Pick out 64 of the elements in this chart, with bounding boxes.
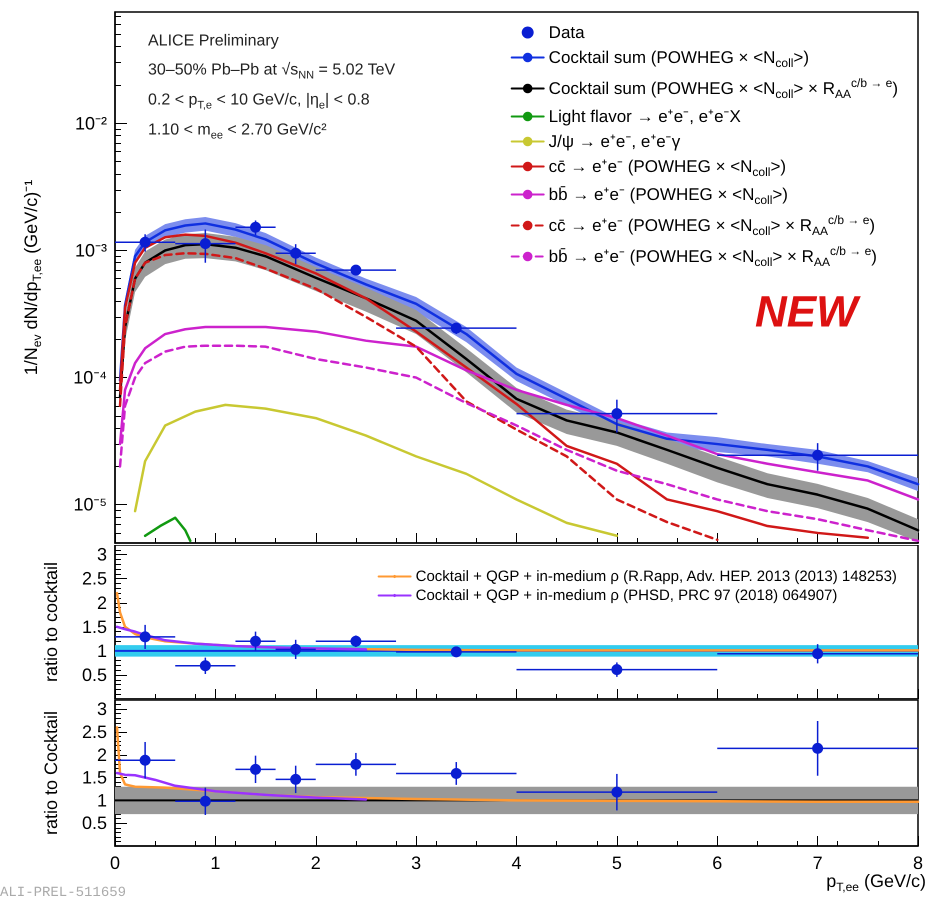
point	[140, 754, 151, 766]
point	[200, 660, 211, 672]
point	[611, 664, 622, 676]
point	[812, 450, 824, 461]
point	[812, 648, 824, 660]
y-tick-label: 1.5	[82, 616, 107, 637]
point	[250, 764, 262, 775]
x-tick-label: 5	[612, 853, 622, 873]
y-tick-label: 1	[96, 640, 107, 661]
y-tick-label: 10⁻⁴	[73, 368, 107, 388]
legend-label: Light flavor → e⁺e⁻, e⁺e⁻X	[548, 107, 741, 126]
legend-label: Cocktail + QGP + in-medium ρ (R.Rapp, Adv. HEP. 2013 (2013) 148253)	[416, 568, 897, 585]
x-tick-label: 8	[912, 853, 924, 873]
annotation: ALICE Preliminary	[148, 32, 279, 50]
y-tick-label: 2	[96, 592, 107, 613]
x-tick-label: 2	[310, 853, 321, 873]
y-tick-label: 3	[96, 544, 107, 565]
y-tick-label: 0.5	[82, 813, 107, 834]
point	[350, 758, 362, 770]
y-tick-label: 2.5	[82, 722, 107, 742]
y-tick-label: 0.5	[82, 664, 107, 685]
line-series	[116, 772, 368, 801]
legend-label: Data	[548, 23, 586, 42]
y-axis-title: ratio to cocktail	[41, 562, 61, 682]
y-axis-title: ratio to Cocktail	[41, 710, 61, 836]
point	[290, 248, 302, 259]
point	[140, 631, 151, 642]
point	[450, 322, 462, 334]
point	[450, 646, 462, 658]
x-tick-label: 1	[210, 853, 220, 873]
point	[250, 222, 262, 233]
point	[250, 636, 262, 647]
y-tick-label: 1	[96, 790, 107, 810]
point	[140, 236, 151, 248]
text: ALI-PREL-511659	[0, 885, 126, 901]
y-tick-label: 10⁻²	[74, 113, 108, 134]
line-series	[144, 516, 192, 542]
y-tick-label: 2.5	[82, 568, 107, 589]
point	[350, 264, 362, 276]
point	[290, 774, 302, 785]
x-tick-label: 0	[110, 853, 120, 873]
y-axis-title: 1/Nev dN/dpT,ee (GeV/c)⁻¹	[21, 180, 44, 376]
x-tick-label: 4	[511, 853, 522, 873]
point	[611, 786, 622, 798]
point	[812, 742, 824, 754]
legend-label: J/ψ → e⁺e⁻, e⁺e⁻γ	[548, 132, 681, 151]
point	[290, 644, 302, 655]
annotation: NEW	[755, 288, 862, 336]
x-tick-label: 7	[812, 853, 823, 873]
point	[611, 408, 622, 420]
point	[200, 238, 211, 250]
y-tick-label: 2	[96, 744, 107, 765]
point	[450, 768, 462, 779]
line-series	[116, 626, 368, 651]
point	[200, 796, 211, 807]
y-tick-label: 10⁻³	[74, 240, 108, 260]
x-tick-label: 3	[411, 853, 422, 873]
y-tick-label: 3	[96, 699, 107, 720]
x-tick-label: 6	[712, 853, 722, 873]
y-tick-label: 1.5	[82, 768, 107, 788]
point	[350, 636, 362, 647]
line-series	[134, 404, 618, 538]
y-tick-label: 10⁻⁵	[74, 494, 107, 515]
legend-label: Cocktail + QGP + in-medium ρ (PHSD, PRC 97 (2018) 064907)	[416, 587, 838, 604]
